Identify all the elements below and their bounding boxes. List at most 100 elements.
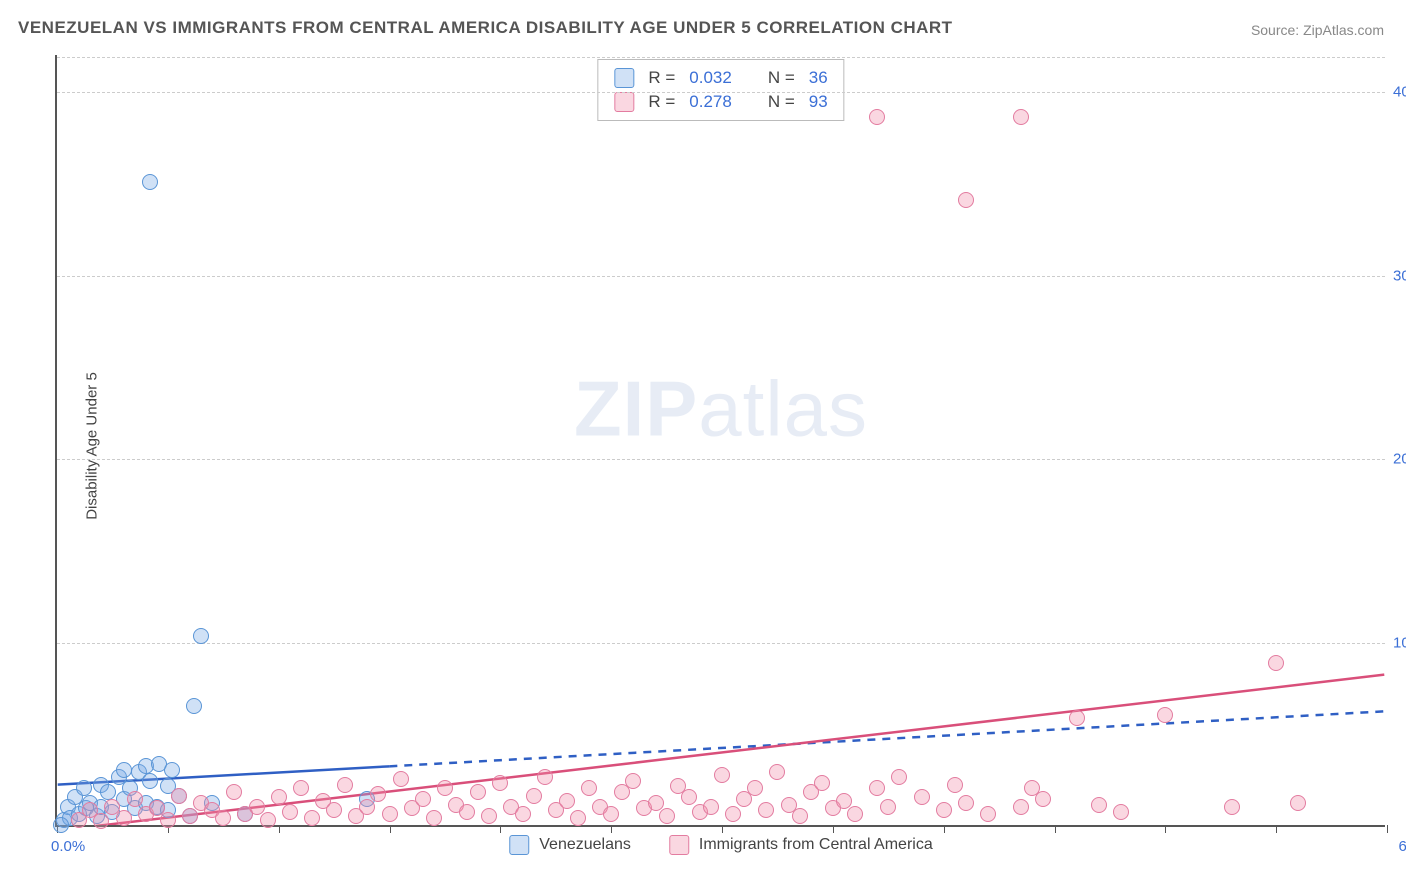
n-label: N =: [768, 92, 795, 112]
correlation-stats-box: R = 0.032 N = 36 R = 0.278 N = 93: [597, 59, 844, 121]
y-tick-label: 40.0%: [1393, 83, 1406, 100]
r-value-b: 0.278: [689, 92, 732, 112]
data-point: [659, 808, 675, 824]
data-point: [515, 806, 531, 822]
data-point: [769, 764, 785, 780]
x-tick: [279, 825, 280, 833]
data-point: [869, 780, 885, 796]
legend-item-b: Immigrants from Central America: [669, 835, 933, 855]
data-point: [847, 806, 863, 822]
stats-row-series-a: R = 0.032 N = 36: [614, 66, 827, 90]
data-point: [470, 784, 486, 800]
data-point: [142, 773, 158, 789]
data-point: [1035, 791, 1051, 807]
data-point: [415, 791, 431, 807]
data-point: [359, 799, 375, 815]
x-tick: [1165, 825, 1166, 833]
x-tick: [500, 825, 501, 833]
x-tick: [1387, 825, 1388, 833]
data-point: [142, 174, 158, 190]
data-point: [758, 802, 774, 818]
data-point: [1224, 799, 1240, 815]
data-point: [164, 762, 180, 778]
data-point: [980, 806, 996, 822]
legend-item-a: Venezuelans: [509, 835, 631, 855]
data-point: [1091, 797, 1107, 813]
r-label: R =: [648, 68, 675, 88]
data-point: [1290, 795, 1306, 811]
watermark-atlas: atlas: [698, 365, 868, 453]
data-point: [603, 806, 619, 822]
data-point: [326, 802, 342, 818]
swatch-series-b: [614, 92, 634, 112]
y-tick-label: 10.0%: [1393, 635, 1406, 652]
scatter-plot-area: ZIPatlas R = 0.032 N = 36 R = 0.278 N = …: [55, 55, 1385, 827]
data-point: [714, 767, 730, 783]
grid-line: [57, 276, 1385, 277]
grid-line: [57, 459, 1385, 460]
r-label: R =: [648, 92, 675, 112]
data-point: [337, 777, 353, 793]
data-point: [186, 698, 202, 714]
data-point: [271, 789, 287, 805]
data-point: [958, 795, 974, 811]
data-point: [570, 810, 586, 826]
data-point: [537, 769, 553, 785]
data-point: [1157, 707, 1173, 723]
data-point: [304, 810, 320, 826]
data-point: [127, 791, 143, 807]
data-point: [116, 762, 132, 778]
x-axis-max-label: 60.0%: [1398, 838, 1406, 855]
data-point: [53, 817, 69, 833]
data-point: [260, 812, 276, 828]
data-point: [869, 109, 885, 125]
x-tick: [611, 825, 612, 833]
data-point: [393, 771, 409, 787]
data-point: [481, 808, 497, 824]
y-tick-label: 20.0%: [1393, 451, 1406, 468]
data-point: [492, 775, 508, 791]
r-value-a: 0.032: [689, 68, 732, 88]
data-point: [581, 780, 597, 796]
data-point: [160, 812, 176, 828]
swatch-series-a: [614, 68, 634, 88]
data-point: [437, 780, 453, 796]
data-point: [426, 810, 442, 826]
data-point: [459, 804, 475, 820]
data-point: [914, 789, 930, 805]
stats-row-series-b: R = 0.278 N = 93: [614, 90, 827, 114]
data-point: [792, 808, 808, 824]
data-point: [171, 788, 187, 804]
trend-lines-layer: [57, 55, 1385, 825]
n-value-a: 36: [809, 68, 828, 88]
y-tick-label: 30.0%: [1393, 267, 1406, 284]
data-point: [936, 802, 952, 818]
data-point: [814, 775, 830, 791]
data-point: [76, 780, 92, 796]
data-point: [116, 810, 132, 826]
x-tick: [390, 825, 391, 833]
data-point: [625, 773, 641, 789]
data-point: [1113, 804, 1129, 820]
data-point: [1013, 799, 1029, 815]
legend-swatch-b: [669, 835, 689, 855]
data-point: [1268, 655, 1284, 671]
watermark-zip: ZIP: [574, 365, 698, 453]
x-tick: [1276, 825, 1277, 833]
source-attribution: Source: ZipAtlas.com: [1251, 22, 1384, 38]
data-point: [100, 784, 116, 800]
n-value-b: 93: [809, 92, 828, 112]
x-tick: [833, 825, 834, 833]
grid-line: [57, 643, 1385, 644]
data-point: [703, 799, 719, 815]
data-point: [193, 628, 209, 644]
data-point: [226, 784, 242, 800]
data-point: [958, 192, 974, 208]
data-point: [282, 804, 298, 820]
grid-line: [57, 57, 1385, 58]
data-point: [215, 810, 231, 826]
x-tick: [1055, 825, 1056, 833]
legend-label-a: Venezuelans: [539, 836, 631, 854]
data-point: [526, 788, 542, 804]
data-point: [747, 780, 763, 796]
